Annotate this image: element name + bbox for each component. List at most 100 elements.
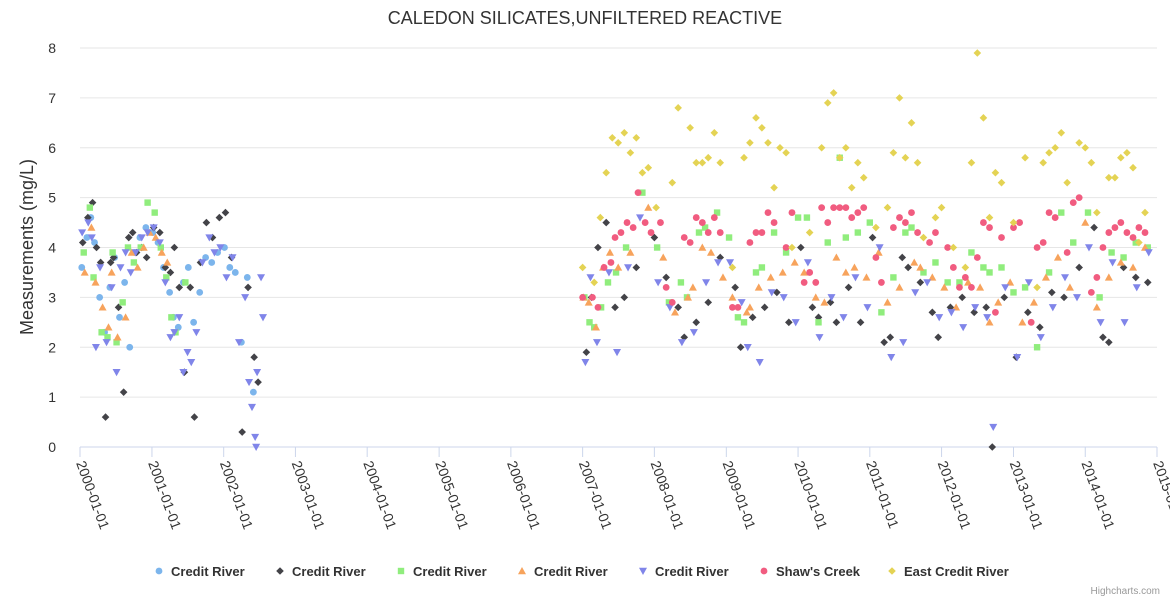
data-point[interactable] xyxy=(683,293,692,301)
data-point[interactable] xyxy=(1009,218,1018,227)
data-point[interactable] xyxy=(1096,294,1103,301)
data-point[interactable] xyxy=(1016,219,1023,226)
data-point[interactable] xyxy=(754,283,763,291)
data-point[interactable] xyxy=(785,318,793,327)
data-point[interactable] xyxy=(935,314,944,322)
data-point[interactable] xyxy=(592,339,601,347)
data-point[interactable] xyxy=(931,213,940,222)
legend-item[interactable]: Credit River xyxy=(639,564,729,579)
data-point[interactable] xyxy=(1053,253,1062,261)
data-point[interactable] xyxy=(907,119,916,127)
data-point[interactable] xyxy=(748,313,757,322)
data-point[interactable] xyxy=(874,248,883,256)
data-point[interactable] xyxy=(890,224,897,231)
data-point[interactable] xyxy=(668,178,677,187)
data-point[interactable] xyxy=(1143,278,1152,287)
data-point[interactable] xyxy=(584,298,593,306)
data-point[interactable] xyxy=(800,268,809,276)
data-point[interactable] xyxy=(175,314,184,322)
data-point[interactable] xyxy=(216,244,225,252)
data-point[interactable] xyxy=(1093,208,1101,217)
data-point[interactable] xyxy=(949,264,957,271)
data-point[interactable] xyxy=(812,279,820,286)
data-point[interactable] xyxy=(887,354,896,362)
data-point[interactable] xyxy=(626,148,635,157)
data-point[interactable] xyxy=(878,309,885,316)
data-point[interactable] xyxy=(835,153,844,162)
data-point[interactable] xyxy=(770,183,778,192)
data-point[interactable] xyxy=(652,203,660,212)
data-point[interactable] xyxy=(901,153,910,162)
data-point[interactable] xyxy=(815,319,822,326)
data-point[interactable] xyxy=(959,324,968,332)
data-point[interactable] xyxy=(752,269,760,276)
data-point[interactable] xyxy=(940,283,949,291)
series-7[interactable] xyxy=(578,49,1149,292)
data-point[interactable] xyxy=(725,234,733,241)
data-point[interactable] xyxy=(944,279,951,286)
data-point[interactable] xyxy=(166,288,174,296)
data-point[interactable] xyxy=(113,339,120,346)
data-point[interactable] xyxy=(653,244,661,251)
data-point[interactable] xyxy=(650,233,659,242)
data-point[interactable] xyxy=(1033,244,1041,251)
data-point[interactable] xyxy=(257,274,266,282)
data-point[interactable] xyxy=(692,158,701,167)
data-point[interactable] xyxy=(665,304,674,312)
data-point[interactable] xyxy=(677,279,685,286)
data-point[interactable] xyxy=(654,279,663,287)
data-point[interactable] xyxy=(973,49,982,57)
data-point[interactable] xyxy=(1036,334,1045,342)
data-point[interactable] xyxy=(844,283,853,292)
legend-item[interactable]: Shaw's Creek xyxy=(760,564,861,579)
data-point[interactable] xyxy=(704,153,713,162)
data-point[interactable] xyxy=(604,269,613,277)
data-point[interactable] xyxy=(1024,308,1032,317)
legend-symbol[interactable] xyxy=(639,567,647,575)
data-point[interactable] xyxy=(823,99,832,107)
data-point[interactable] xyxy=(1024,279,1033,287)
data-point[interactable] xyxy=(166,268,175,277)
data-point[interactable] xyxy=(1063,178,1071,187)
data-point[interactable] xyxy=(168,314,175,321)
data-point[interactable] xyxy=(926,239,933,246)
data-point[interactable] xyxy=(113,333,122,341)
data-point[interactable] xyxy=(698,243,707,251)
data-point[interactable] xyxy=(613,349,622,357)
data-point[interactable] xyxy=(961,263,970,272)
data-point[interactable] xyxy=(910,258,919,266)
data-point[interactable] xyxy=(137,234,146,242)
data-point[interactable] xyxy=(872,254,880,261)
data-point[interactable] xyxy=(244,283,252,292)
data-point[interactable] xyxy=(1120,319,1129,327)
data-point[interactable] xyxy=(196,288,204,296)
data-point[interactable] xyxy=(803,259,812,267)
data-point[interactable] xyxy=(1039,158,1047,167)
data-point[interactable] xyxy=(1072,294,1081,302)
data-point[interactable] xyxy=(611,303,619,312)
data-point[interactable] xyxy=(964,278,973,286)
data-point[interactable] xyxy=(96,293,104,301)
data-point[interactable] xyxy=(1129,263,1138,271)
data-point[interactable] xyxy=(779,294,788,302)
data-point[interactable] xyxy=(698,219,706,226)
data-point[interactable] xyxy=(928,273,937,281)
legend-symbol[interactable] xyxy=(760,567,768,575)
data-point[interactable] xyxy=(101,413,110,421)
data-point[interactable] xyxy=(1070,239,1077,246)
data-point[interactable] xyxy=(692,318,701,327)
data-point[interactable] xyxy=(920,269,927,276)
data-point[interactable] xyxy=(766,273,775,281)
data-points[interactable] xyxy=(78,49,1153,451)
data-point[interactable] xyxy=(866,219,874,226)
data-point[interactable] xyxy=(163,258,172,266)
data-point[interactable] xyxy=(782,148,790,157)
data-point[interactable] xyxy=(1111,173,1119,182)
data-point[interactable] xyxy=(896,214,903,221)
data-point[interactable] xyxy=(109,249,116,256)
data-point[interactable] xyxy=(250,353,258,362)
data-point[interactable] xyxy=(827,294,836,302)
data-point[interactable] xyxy=(985,213,994,222)
data-point[interactable] xyxy=(716,229,724,236)
data-point[interactable] xyxy=(614,138,623,147)
